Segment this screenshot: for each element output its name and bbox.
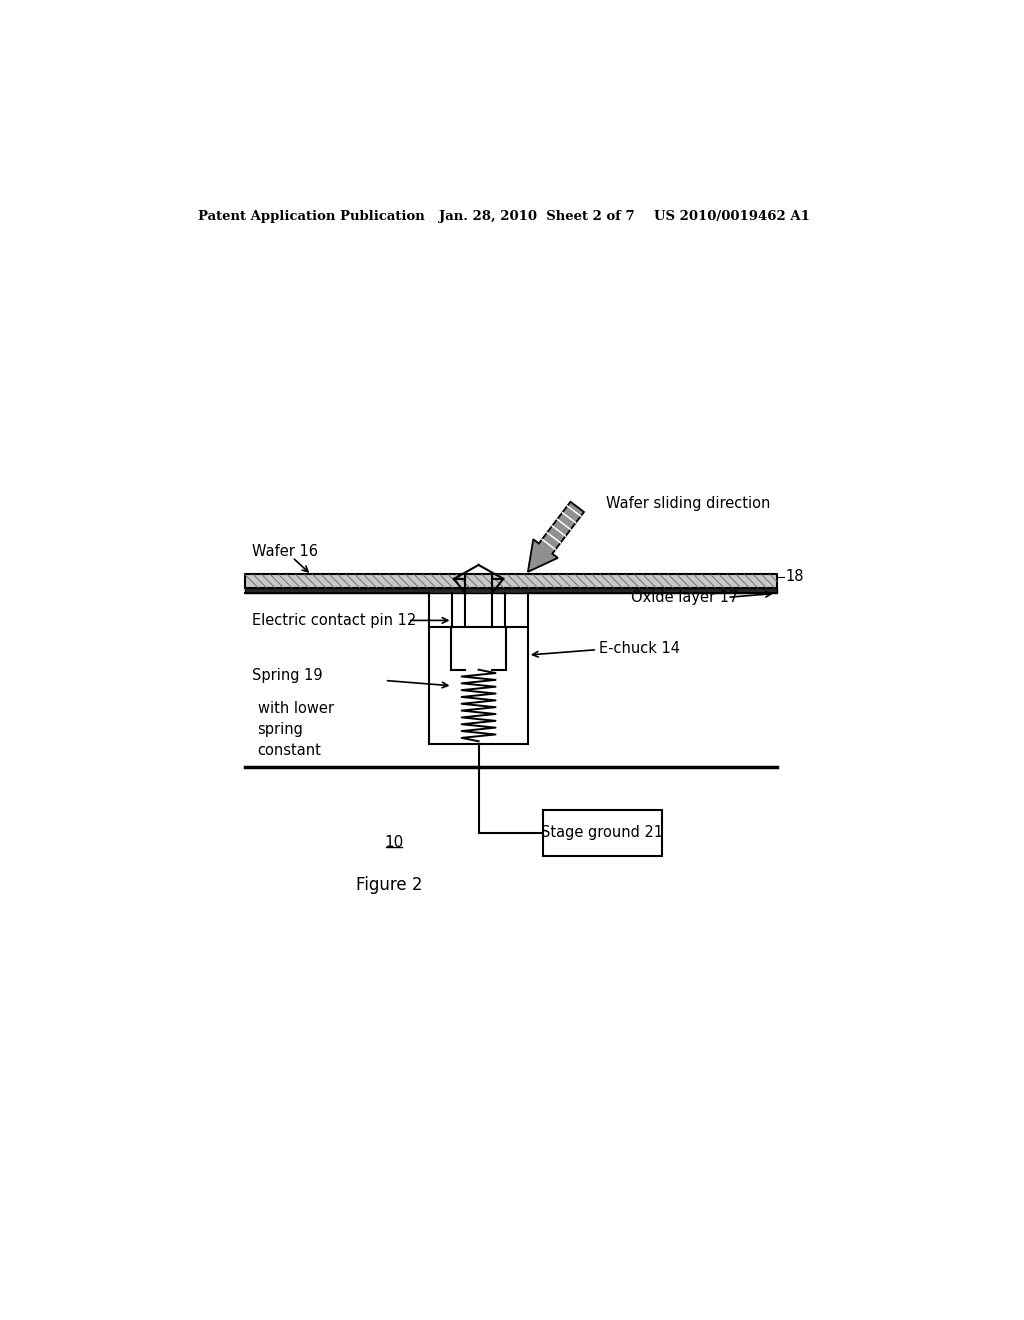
Text: Figure 2: Figure 2: [356, 875, 423, 894]
Text: Wafer sliding direction: Wafer sliding direction: [606, 496, 771, 511]
Text: with lower
spring
constant: with lower spring constant: [258, 701, 334, 758]
Bar: [245, 574, 777, 589]
Text: US 2010/0019462 A1: US 2010/0019462 A1: [654, 210, 810, 223]
Text: Oxide layer 17: Oxide layer 17: [631, 590, 738, 605]
Bar: [245, 574, 777, 589]
Text: 10: 10: [384, 834, 403, 850]
Bar: [245, 589, 777, 593]
Text: 18: 18: [785, 569, 804, 583]
Text: Stage ground 21: Stage ground 21: [541, 825, 664, 841]
Bar: [543, 810, 662, 857]
Text: Spring 19: Spring 19: [252, 668, 323, 684]
Text: E-chuck 14: E-chuck 14: [599, 640, 680, 656]
Text: Patent Application Publication: Patent Application Publication: [199, 210, 425, 223]
Text: Jan. 28, 2010  Sheet 2 of 7: Jan. 28, 2010 Sheet 2 of 7: [438, 210, 634, 223]
Polygon shape: [528, 502, 584, 572]
Text: Wafer 16: Wafer 16: [252, 544, 318, 558]
Text: Electric contact pin 12: Electric contact pin 12: [252, 612, 417, 628]
